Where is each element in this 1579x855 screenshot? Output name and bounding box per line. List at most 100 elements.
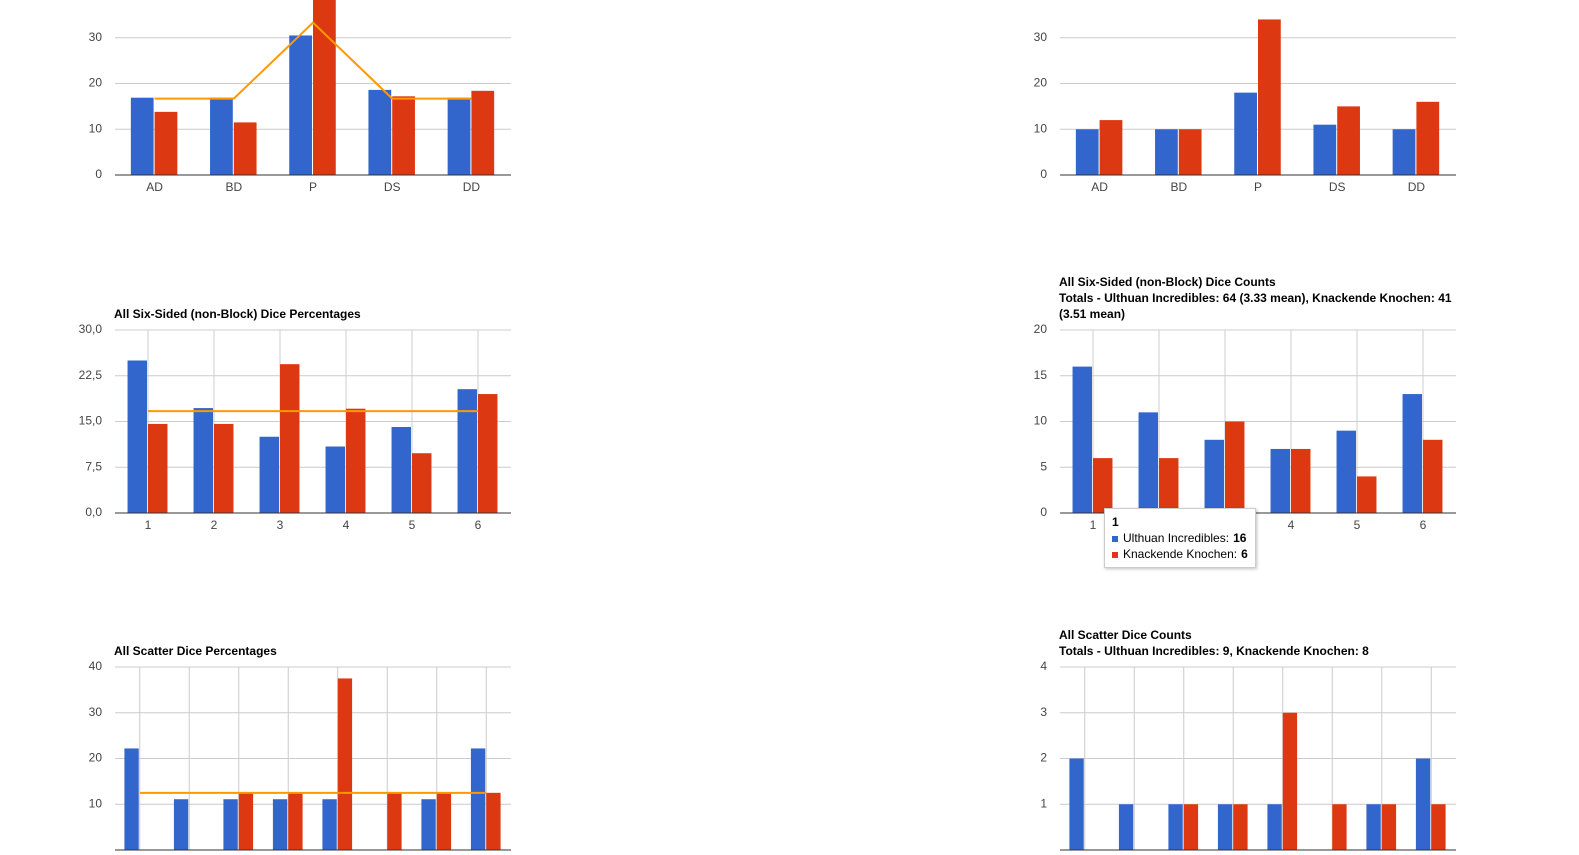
- chart-subtitle: Totals - Ulthuan Incredibles: 9, Knacken…: [1059, 644, 1369, 658]
- x-tick-label: 5: [1354, 518, 1361, 532]
- x-tick-label: 2: [211, 518, 218, 532]
- bar: [412, 453, 432, 513]
- bar: [391, 426, 411, 513]
- chart-title-block: All Six-Sided (non-Block) Dice Counts Tot…: [1059, 274, 1459, 322]
- bar: [154, 111, 178, 175]
- bar: [1075, 129, 1099, 175]
- tooltip-swatch: [1112, 535, 1118, 542]
- y-tick-label: 30,0: [79, 322, 103, 336]
- tooltip-value: 16: [1233, 531, 1247, 545]
- bar: [272, 799, 288, 850]
- bar: [1402, 394, 1422, 513]
- y-tick-label: 30: [1034, 30, 1048, 44]
- chart-title: All Scatter Dice Percentages: [114, 644, 277, 658]
- bar: [238, 792, 254, 850]
- y-tick-label: 1: [1040, 796, 1047, 810]
- bar: [1217, 804, 1233, 850]
- y-tick-label: 40: [89, 659, 103, 673]
- y-tick-label: 15,0: [79, 414, 103, 428]
- bar: [1415, 758, 1431, 850]
- bar: [471, 90, 495, 175]
- bar: [214, 423, 234, 513]
- y-tick-label: 4: [1040, 659, 1047, 673]
- bar: [470, 748, 486, 850]
- bar: [1118, 804, 1134, 850]
- chart-title: All Scatter Dice Counts: [1059, 628, 1192, 642]
- y-tick-label: 20: [89, 751, 103, 765]
- bar: [223, 799, 238, 850]
- bar: [325, 446, 345, 513]
- tooltip-swatch: [1112, 551, 1118, 558]
- bar: [1225, 421, 1245, 513]
- bar: [1366, 804, 1381, 850]
- bar: [1381, 804, 1397, 850]
- bar: [127, 360, 147, 513]
- bar: [313, 0, 336, 176]
- bar: [368, 89, 392, 175]
- bar: [1099, 120, 1123, 175]
- bar: [337, 678, 353, 850]
- y-tick-label: 0: [1040, 505, 1047, 519]
- x-tick-label: 6: [475, 518, 482, 532]
- bar: [1138, 412, 1158, 513]
- x-tick-label: 4: [343, 518, 350, 532]
- chart-subtitle: Totals - Ulthuan Incredibles: 64 (3.33 m…: [1059, 291, 1452, 321]
- y-tick-label: 20: [89, 76, 103, 90]
- x-tick-label: DD: [463, 180, 481, 194]
- x-tick-label: DD: [1408, 180, 1426, 194]
- x-tick-label: 6: [1420, 518, 1427, 532]
- chart-title: All Six-Sided (non-Block) Dice Counts: [1059, 275, 1276, 289]
- y-tick-label: 10: [1034, 121, 1048, 135]
- bar: [346, 408, 366, 513]
- x-tick-label: BD: [225, 180, 242, 194]
- tooltip: 1 Ulthuan Incredibles: 16 Knackende Knochen…: [1104, 508, 1256, 568]
- bar: [148, 423, 168, 513]
- bar: [280, 364, 300, 513]
- bar: [1183, 804, 1199, 850]
- bar: [447, 97, 471, 175]
- bar: [1336, 430, 1356, 513]
- chart-title-block: All Six-Sided (non-Block) Dice Percentag…: [114, 306, 514, 322]
- bar: [130, 97, 154, 175]
- bar: [1233, 804, 1248, 850]
- bar: [1392, 129, 1416, 175]
- bar: [193, 408, 213, 513]
- bar: [1069, 758, 1084, 850]
- y-tick-label: 30: [89, 705, 103, 719]
- bar: [392, 96, 415, 175]
- bar: [1234, 92, 1257, 175]
- x-tick-label: 5: [409, 518, 416, 532]
- tooltip-row: Ulthuan Incredibles: 16: [1112, 530, 1248, 546]
- bar: [1291, 448, 1311, 513]
- chart-title: All Six-Sided (non-Block) Dice Percentag…: [114, 307, 361, 321]
- bar: [1155, 129, 1178, 175]
- tooltip-label: Ulthuan Incredibles:: [1123, 531, 1230, 545]
- bar: [322, 799, 337, 850]
- x-tick-label: AD: [1091, 180, 1108, 194]
- y-tick-label: 10: [1034, 414, 1048, 428]
- chart-title-block: All Scatter Dice Percentages: [114, 643, 514, 659]
- y-tick-label: 0: [95, 167, 102, 181]
- bar: [233, 122, 257, 175]
- y-tick-label: 0,0: [85, 505, 102, 519]
- x-tick-label: P: [309, 180, 317, 194]
- x-tick-label: AD: [146, 180, 163, 194]
- bar: [1332, 804, 1347, 850]
- y-tick-label: 30: [89, 30, 103, 44]
- y-tick-label: 15: [1034, 368, 1048, 382]
- bar: [124, 748, 139, 850]
- chart-title-block: All Scatter Dice Counts Totals - Ulthuan …: [1059, 627, 1459, 659]
- y-tick-label: 5: [1040, 459, 1047, 473]
- x-tick-label: 3: [277, 518, 284, 532]
- bar: [1258, 19, 1281, 176]
- y-tick-label: 7,5: [85, 459, 102, 473]
- y-tick-label: 20: [1034, 322, 1048, 336]
- x-tick-label: 4: [1288, 518, 1295, 532]
- x-tick-label: BD: [1170, 180, 1187, 194]
- bar: [436, 792, 452, 850]
- bar: [1423, 439, 1443, 513]
- bar: [1270, 448, 1290, 513]
- tooltip-title: 1: [1112, 515, 1119, 529]
- y-tick-label: 2: [1040, 751, 1047, 765]
